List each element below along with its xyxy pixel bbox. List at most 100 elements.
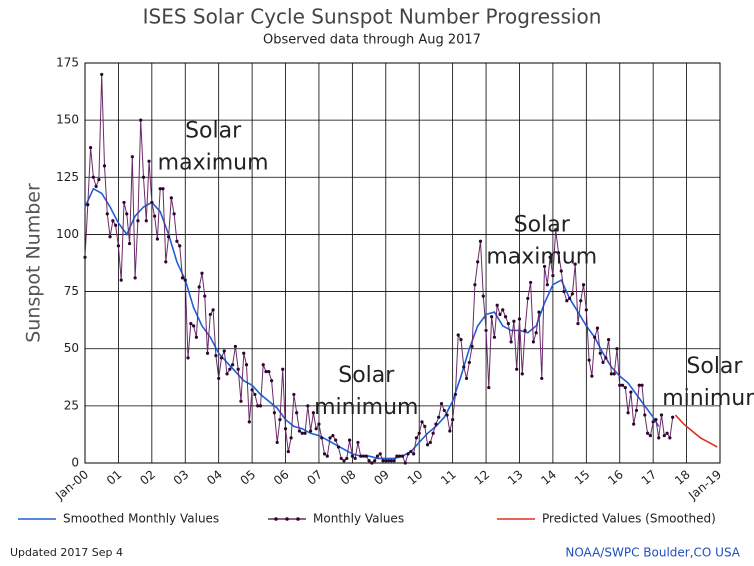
y-tick-label: 75 [64, 284, 79, 298]
data-point [473, 283, 477, 287]
legend-marker [274, 517, 278, 521]
data-point [286, 449, 290, 454]
data-point [236, 367, 240, 371]
data-point [144, 219, 148, 223]
data-point [425, 443, 430, 447]
data-point [573, 262, 577, 266]
data-point [217, 376, 221, 381]
data-point [292, 392, 296, 397]
data-point [336, 445, 341, 449]
data-point [384, 459, 388, 463]
data-point [606, 337, 611, 342]
data-point [219, 356, 224, 360]
data-point [651, 420, 655, 424]
data-point [345, 456, 349, 461]
data-point [381, 459, 385, 463]
data-point [158, 187, 162, 191]
x-tick-label: 12 [472, 467, 493, 488]
legend-label: Smoothed Monthly Values [63, 512, 219, 526]
data-point [166, 235, 171, 239]
data-point [228, 367, 232, 371]
data-point [155, 237, 160, 241]
data-point [464, 376, 469, 381]
data-point [590, 374, 594, 378]
data-point [593, 335, 597, 339]
data-point [487, 385, 491, 390]
data-point [164, 260, 168, 264]
data-point [398, 454, 402, 458]
data-point [659, 413, 664, 417]
data-point [353, 456, 357, 461]
x-tick-label: 09 [371, 467, 392, 488]
data-point [127, 241, 132, 246]
y-tick-label: 50 [64, 341, 79, 355]
data-point [442, 408, 446, 413]
data-point [125, 212, 129, 216]
data-point [654, 417, 658, 422]
data-point [623, 385, 627, 390]
data-point [105, 212, 109, 216]
data-point [169, 196, 173, 200]
data-point [214, 353, 218, 358]
data-point [275, 440, 279, 445]
data-point [618, 383, 622, 387]
data-point [665, 431, 669, 435]
data-point [448, 429, 452, 433]
x-tick-label: 15 [572, 467, 593, 488]
data-point [412, 452, 416, 456]
data-point [183, 278, 187, 282]
data-point [467, 360, 471, 365]
data-point [130, 155, 134, 159]
data-point [453, 392, 458, 397]
data-point [250, 388, 254, 392]
data-point [476, 260, 480, 264]
data-point [629, 390, 633, 394]
data-point [289, 436, 293, 440]
data-point [161, 187, 165, 191]
data-point [626, 411, 630, 415]
data-point [537, 310, 541, 314]
data-point [579, 299, 583, 303]
data-point [395, 454, 399, 458]
data-point [153, 214, 157, 218]
data-point [459, 337, 463, 342]
x-tick-label: 07 [304, 467, 325, 488]
data-point [253, 392, 257, 397]
data-point [439, 401, 444, 406]
data-point [270, 379, 274, 383]
data-point [386, 459, 391, 463]
data-point [136, 219, 140, 223]
data-point [634, 408, 639, 413]
legend-label: Monthly Values [313, 512, 404, 526]
data-point [325, 454, 329, 458]
y-tick-label: 100 [56, 227, 79, 241]
data-point [83, 255, 87, 259]
annotation: Solar [514, 212, 571, 237]
data-point [244, 363, 249, 367]
data-point [556, 251, 561, 255]
data-point [581, 283, 586, 287]
data-point [657, 436, 661, 440]
data-point [180, 276, 185, 280]
annotation: Solar [338, 363, 395, 388]
x-tick-label: 06 [271, 467, 292, 488]
data-point [512, 319, 516, 323]
data-point [303, 431, 307, 435]
x-tick-label: 10 [405, 467, 426, 488]
y-axis-label: Sunspot Number [23, 183, 45, 343]
data-point [231, 363, 235, 367]
data-point [334, 438, 338, 442]
data-point [306, 404, 310, 408]
data-point [88, 145, 93, 150]
data-point [612, 372, 616, 376]
data-point [361, 454, 366, 458]
data-point [671, 415, 675, 419]
data-point [565, 299, 569, 303]
annotation: Solar [185, 119, 242, 144]
data-point [562, 289, 566, 294]
x-tick-label: 18 [672, 467, 693, 488]
x-tick-label: 17 [639, 467, 660, 488]
x-tick-label: Jan-19 [685, 467, 724, 503]
x-tick-label: 11 [438, 467, 459, 488]
